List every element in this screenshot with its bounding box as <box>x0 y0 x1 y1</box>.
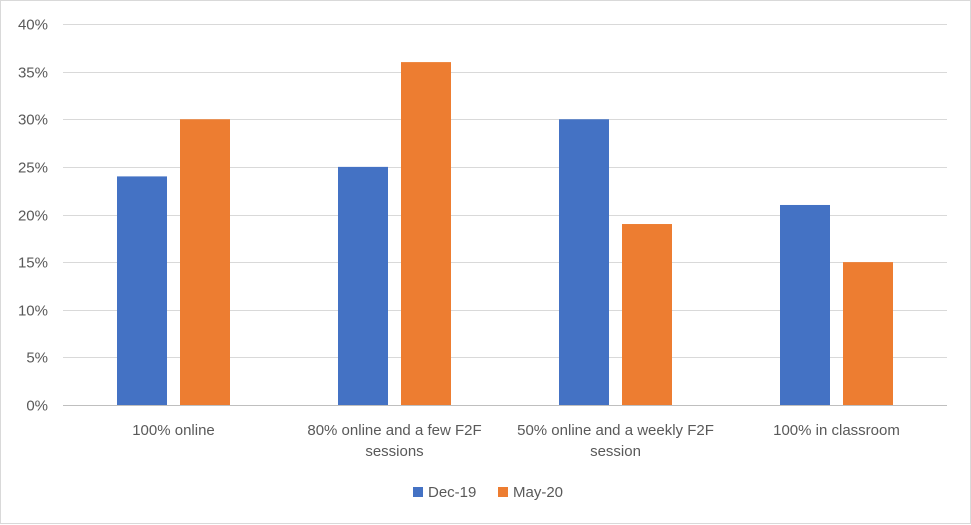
legend-swatch-may-20 <box>498 487 508 497</box>
y-tick-label: 30% <box>18 112 48 129</box>
bar-dec-19-0 <box>117 176 167 405</box>
y-tick-label: 0% <box>26 398 48 415</box>
x-category-label: 100% in classroom <box>773 422 900 439</box>
y-tick-label: 5% <box>26 350 48 367</box>
bar-dec-19-3 <box>780 204 830 405</box>
x-category-label: 100% online <box>132 422 215 439</box>
legend-label-dec-19: Dec-19 <box>428 484 476 501</box>
legend-swatch-dec-19 <box>413 487 423 497</box>
bar-may-20-1 <box>401 62 451 405</box>
y-tick-label: 25% <box>18 160 48 177</box>
bar-may-20-3 <box>843 262 893 405</box>
x-category-label: sessions <box>365 443 423 460</box>
x-axis-category-labels: 100% online 80% online and a few F2F sessi… <box>132 422 900 460</box>
y-tick-label: 20% <box>18 208 48 225</box>
bars <box>117 62 893 405</box>
bar-may-20-2 <box>622 224 672 405</box>
bar-dec-19-1 <box>338 166 388 405</box>
x-category-label: 80% online and a few F2F <box>307 422 481 439</box>
y-tick-label: 10% <box>18 303 48 320</box>
y-tick-label: 35% <box>18 65 48 82</box>
y-axis-tick-labels: 0% 5% 10% 15% 20% 25% 30% 35% 40% <box>18 17 48 415</box>
y-tick-label: 40% <box>18 17 48 34</box>
x-category-label: session <box>590 443 641 460</box>
x-category-label: 50% online and a weekly F2F <box>517 422 714 439</box>
bar-may-20-0 <box>180 119 230 405</box>
y-tick-label: 15% <box>18 255 48 272</box>
bar-dec-19-2 <box>559 119 609 405</box>
legend-label-may-20: May-20 <box>513 484 563 501</box>
legend: Dec-19 May-20 <box>413 484 563 501</box>
